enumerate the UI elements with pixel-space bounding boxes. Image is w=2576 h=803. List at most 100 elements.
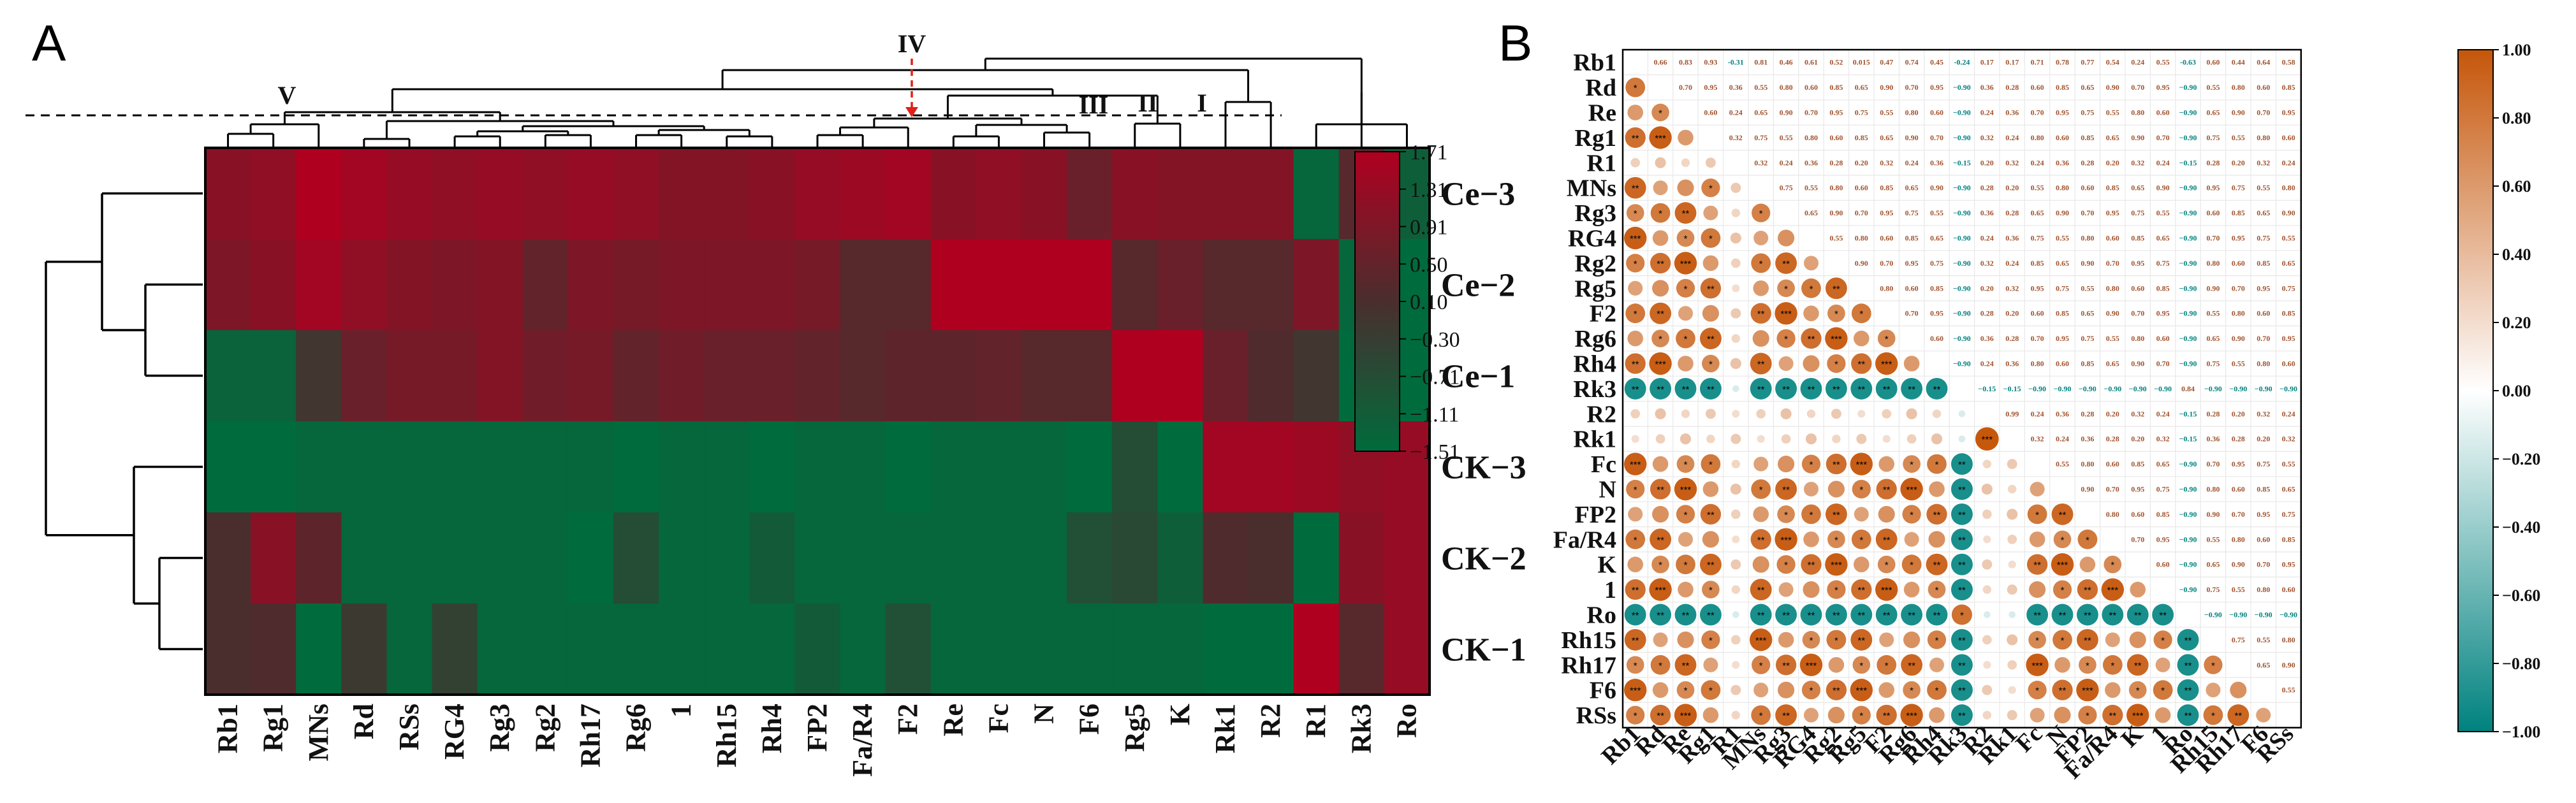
heatmap-cell — [613, 512, 659, 604]
heatmap-cell — [1067, 148, 1113, 240]
correlation-circle — [1801, 454, 1821, 474]
significance-mark: * — [1634, 208, 1637, 219]
correlation-circle — [1680, 433, 1692, 445]
correlation-value: −0.90 — [2179, 184, 2197, 192]
significance-mark: * — [2136, 686, 2140, 697]
correlation-value: −0.90 — [1953, 309, 1971, 318]
correlation-circle — [1850, 604, 1873, 626]
colorbar-tick-label: 0.91 — [1410, 216, 1448, 240]
significance-mark: ** — [1958, 510, 1966, 521]
correlation-value: 0.75 — [2257, 234, 2270, 243]
correlation-value: 0.36 — [1930, 158, 1943, 167]
colorbar-tick-label: −1.51 — [1410, 440, 1460, 464]
correlation-circle — [1778, 632, 1794, 648]
correlation-value: 0.52 — [1829, 58, 1843, 67]
heatmap-cell — [522, 330, 569, 422]
correlation-value: 0.32 — [2131, 409, 2144, 418]
heatmap-cell — [477, 421, 523, 513]
significance-mark: ** — [2234, 711, 2242, 721]
correlation-value: 0.95 — [1829, 108, 1843, 117]
correlation-circle — [1901, 377, 1923, 400]
heatmap-cell — [1067, 330, 1113, 422]
significance-mark: ** — [1782, 384, 1790, 395]
heatmap-cell — [432, 421, 478, 513]
correlation-circle — [1678, 532, 1694, 547]
significance-mark: ** — [1958, 485, 1966, 496]
correlation-circle — [1928, 581, 1946, 598]
correlation-value: 0.24 — [2056, 435, 2069, 444]
significance-mark: * — [1709, 585, 1713, 596]
correlation-circle — [1681, 409, 1690, 419]
heatmap-cell — [1293, 330, 1340, 422]
correlation-circle — [1702, 481, 1719, 497]
heatmap-cell — [567, 330, 614, 422]
significance-mark: ** — [2059, 510, 2067, 521]
correlation-value: 0.65 — [1754, 108, 1767, 117]
significance-mark: * — [1910, 560, 1914, 571]
correlation-value: 0.36 — [2005, 359, 2019, 368]
correlation-value: 0.75 — [2206, 133, 2220, 142]
correlation-circle — [1702, 255, 1719, 271]
correlation-circle — [1803, 707, 1819, 723]
correlation-value: 0.85 — [2156, 510, 2170, 519]
correlation-circle — [1801, 278, 1821, 298]
correlation-circle — [1676, 229, 1695, 247]
significance-mark: ** — [1657, 611, 1664, 621]
correlation-circle — [1875, 352, 1898, 375]
correlation-circle — [2007, 710, 2017, 721]
significance-mark: ** — [1958, 635, 1966, 646]
correlation-circle — [1850, 628, 1873, 651]
heatmap-cell — [1248, 148, 1294, 240]
correlation-circle — [1750, 352, 1772, 375]
row-label: Ce−1 — [1441, 359, 1515, 395]
correlation-circle — [1975, 427, 1999, 451]
correlation-value: 0.32 — [2282, 435, 2295, 444]
correlation-value: 0.90 — [1829, 208, 1843, 217]
correlation-value: 0.32 — [1980, 133, 1994, 142]
correlation-value: 0.55 — [1880, 108, 1893, 117]
heatmap-cell — [885, 330, 932, 422]
heatmap-cell — [704, 512, 750, 604]
correlation-value: −0.90 — [2179, 133, 2197, 142]
correlation-value: 0.55 — [2232, 359, 2245, 368]
correlation-circle — [1801, 504, 1821, 524]
significance-mark: ** — [1857, 635, 1865, 646]
heatmap-cell — [205, 512, 251, 604]
correlation-value: −0.90 — [2255, 611, 2272, 619]
heatmap-cell — [432, 148, 478, 240]
correlation-circle — [2130, 581, 2146, 598]
significance-mark: ** — [1958, 560, 1966, 571]
correlation-value: 0.24 — [1780, 158, 1793, 167]
correlation-circle — [1778, 456, 1795, 473]
correlation-circle — [1674, 252, 1697, 275]
correlation-circle — [1850, 452, 1873, 475]
significance-mark: * — [1759, 660, 1763, 671]
correlation-circle — [1731, 635, 1741, 645]
correlation-value: 0.65 — [2056, 259, 2069, 268]
correlation-circle — [1730, 483, 1741, 495]
correlation-value: 0.24 — [2282, 158, 2295, 167]
heatmap-cell — [522, 148, 569, 240]
correlation-circle — [1877, 329, 1896, 347]
significance-mark: ** — [1632, 133, 1639, 144]
correlation-circle — [2026, 653, 2049, 677]
correlation-circle — [2204, 655, 2223, 674]
cluster-arrowhead — [905, 107, 918, 117]
correlation-circle — [1929, 481, 1945, 497]
column-label: K — [1164, 704, 1196, 725]
correlation-circle — [1906, 434, 1917, 444]
significance-mark: ** — [1857, 585, 1865, 596]
correlation-circle — [1678, 306, 1694, 321]
correlation-circle — [1705, 409, 1716, 419]
heatmap-cell — [840, 330, 886, 422]
significance-mark: * — [1684, 234, 1688, 245]
significance-mark: * — [1709, 686, 1713, 697]
heatmap-cell — [704, 421, 750, 513]
significance-mark: *** — [1780, 309, 1792, 320]
correlation-circle — [2028, 631, 2046, 649]
correlation-circle — [2079, 556, 2096, 572]
heatmap-cell — [794, 330, 841, 422]
correlation-value: 0.65 — [2282, 485, 2295, 494]
significance-mark: *** — [1680, 711, 1692, 721]
significance-mark: * — [1910, 459, 1914, 470]
